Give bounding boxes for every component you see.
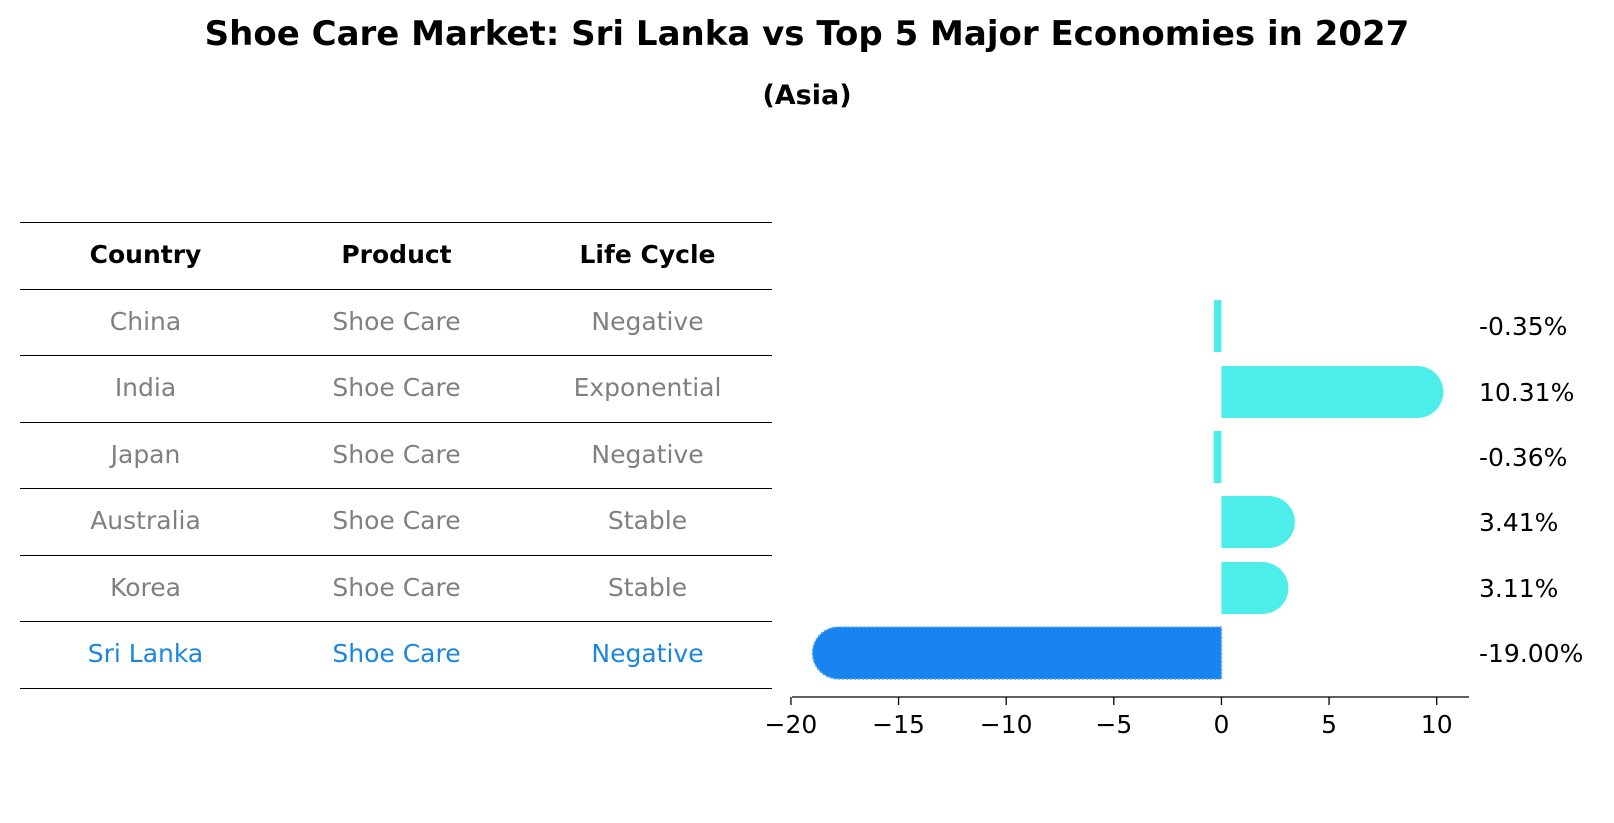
value-label: 3.11%	[1479, 574, 1558, 603]
table-cell-product: Shoe Care	[332, 373, 461, 403]
table-cell-life-cycle: Exponential	[573, 373, 722, 403]
x-tick-label: −10	[980, 710, 1033, 739]
table-rule	[20, 222, 772, 223]
x-tick-label: −15	[872, 710, 925, 739]
bar-india	[1221, 366, 1444, 418]
bar-korea	[1221, 562, 1289, 614]
chart-subtitle: (Asia)	[762, 80, 852, 111]
table-cell-life-cycle: Negative	[591, 639, 704, 669]
value-label: -0.36%	[1479, 443, 1567, 472]
value-label: -0.35%	[1479, 312, 1567, 341]
table-rule	[20, 421, 772, 423]
x-tick-label: −5	[1095, 710, 1132, 739]
table-cell-country: Korea	[110, 572, 181, 602]
table-cell-life-cycle: Stable	[607, 572, 688, 602]
table-rule	[20, 355, 772, 356]
table-cell-life-cycle: Stable	[607, 506, 688, 536]
value-label: 10.31%	[1479, 378, 1574, 407]
table-cell-product: Shoe Care	[332, 506, 461, 536]
table-cell-country: Sri Lanka	[87, 639, 204, 669]
bar-sri-lanka	[811, 626, 1223, 680]
bar-australia	[1221, 496, 1295, 548]
table-cell-product: Shoe Care	[332, 639, 461, 669]
column-header: Product	[341, 240, 452, 270]
table-cell-product: Shoe Care	[332, 439, 461, 469]
table-cell-country: India	[114, 373, 177, 403]
chart-title: Shoe Care Market: Sri Lanka vs Top 5 Maj…	[204, 14, 1410, 54]
table-cell-country: Japan	[110, 439, 181, 469]
table-rule	[20, 687, 772, 689]
column-header: Life Cycle	[579, 240, 716, 270]
table-rule	[20, 288, 772, 290]
x-tick-label: −20	[765, 710, 818, 739]
value-label: 3.41%	[1479, 508, 1558, 537]
table-cell-life-cycle: Negative	[591, 439, 704, 469]
value-label: -19.00%	[1479, 639, 1583, 668]
table-rule	[20, 488, 772, 489]
x-tick-label: 0	[1213, 710, 1229, 739]
table-rule	[20, 621, 772, 622]
x-tick-label: 5	[1321, 710, 1337, 739]
bar-china	[1213, 300, 1222, 352]
table-cell-product: Shoe Care	[332, 572, 461, 602]
table-cell-life-cycle: Negative	[591, 306, 704, 336]
column-header: Country	[89, 240, 202, 270]
table-cell-country: China	[109, 306, 182, 336]
table-cell-product: Shoe Care	[332, 306, 461, 336]
x-tick-label: 10	[1421, 710, 1453, 739]
table-rule	[20, 554, 772, 556]
bar-japan	[1213, 431, 1222, 483]
table-cell-country: Australia	[90, 506, 201, 536]
